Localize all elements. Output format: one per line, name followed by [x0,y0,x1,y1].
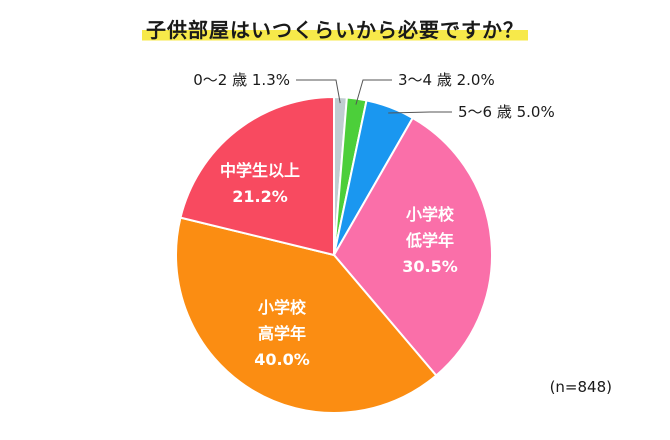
leader-lines [296,79,452,114]
pie-slice [175,216,438,414]
leader-line [388,111,452,114]
slice-label: 0〜2 歳 1.3% [193,71,290,89]
chart-title: 子供部屋はいつくらいから必要ですか？ [142,14,528,43]
slice-label: 小学校高学年 40.0% [254,298,310,369]
pie-slices [175,95,493,414]
title-wrap: 子供部屋はいつくらいから必要ですか？ [0,14,670,43]
slice-label: 中学生以上 21.2% [220,161,300,206]
leader-line [296,79,341,104]
pie-slice [179,95,335,257]
slice-label: 3〜4 歳 2.0% [398,71,495,89]
slice-labels: 0〜2 歳 1.3% 3〜4 歳 2.0% 5〜6 歳 5.0% 小学校低学年 30.5… [193,71,554,369]
leader-line [355,79,392,105]
slice-label: 5〜6 歳 5.0% [458,103,555,121]
pie-slice [332,116,493,377]
slice-label: 小学校低学年 30.5% [402,205,458,276]
sample-size-note: (n=848) [549,378,612,396]
